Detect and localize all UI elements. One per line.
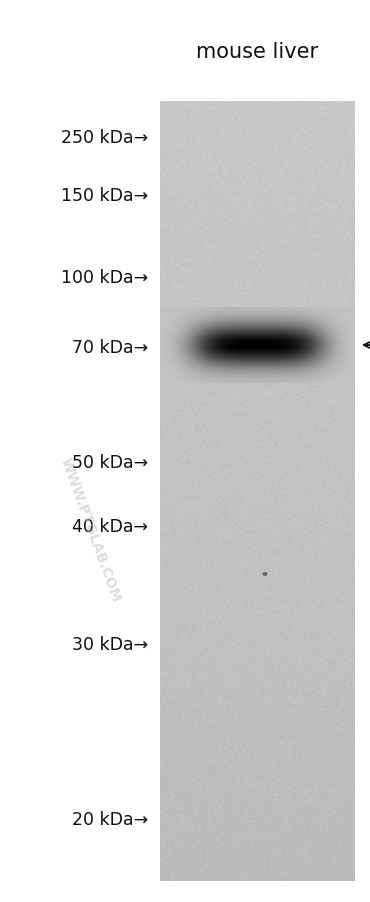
Text: 30 kDa→: 30 kDa→	[72, 635, 148, 653]
Ellipse shape	[262, 573, 268, 576]
Text: 40 kDa→: 40 kDa→	[72, 518, 148, 536]
Text: mouse liver: mouse liver	[196, 42, 318, 62]
Text: 20 kDa→: 20 kDa→	[72, 810, 148, 828]
Text: 50 kDa→: 50 kDa→	[72, 454, 148, 472]
Text: 150 kDa→: 150 kDa→	[61, 187, 148, 205]
Text: 70 kDa→: 70 kDa→	[72, 338, 148, 356]
Text: WWW.PTGLAB.COM: WWW.PTGLAB.COM	[57, 456, 123, 603]
Text: 250 kDa→: 250 kDa→	[61, 129, 148, 147]
Text: 100 kDa→: 100 kDa→	[61, 269, 148, 287]
